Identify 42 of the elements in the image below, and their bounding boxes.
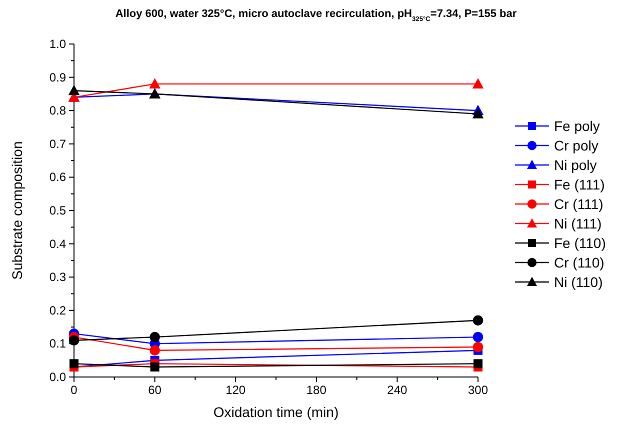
x-tick-label: 60 bbox=[148, 383, 162, 397]
point bbox=[472, 108, 484, 118]
point bbox=[474, 359, 482, 368]
y-tick-label: 0.4 bbox=[49, 236, 66, 251]
y-tick-label: 0.9 bbox=[49, 70, 66, 84]
legend-label: Fe (110) bbox=[554, 235, 606, 251]
x-tick-label: 300 bbox=[468, 383, 488, 397]
point bbox=[68, 335, 80, 346]
x-tick-label: 0 bbox=[70, 383, 78, 397]
point bbox=[150, 345, 160, 356]
point bbox=[70, 359, 78, 368]
x-tick-label: 180 bbox=[306, 383, 327, 397]
y-tick-label: 1.0 bbox=[49, 37, 66, 51]
y-tick-label: 0.8 bbox=[49, 104, 66, 118]
point bbox=[472, 78, 484, 88]
y-axis-title: Substrate composition bbox=[9, 141, 25, 280]
x-tick-label: 240 bbox=[387, 383, 408, 397]
y-tick-label: 0.3 bbox=[49, 270, 66, 284]
legend-label: Ni (110) bbox=[554, 274, 603, 290]
legend-label: Cr poly bbox=[554, 138, 598, 154]
point bbox=[68, 84, 80, 96]
y-tick-label: 0.1 bbox=[49, 336, 66, 351]
y-tick-label: 0.2 bbox=[49, 303, 66, 318]
point bbox=[472, 315, 484, 326]
legend-label: Fe poly bbox=[554, 118, 600, 134]
point bbox=[150, 362, 160, 372]
y-tick-label: 0.0 bbox=[49, 370, 66, 384]
legend-label: Ni poly bbox=[554, 157, 597, 173]
point bbox=[150, 332, 160, 342]
y-tick-label: 0.7 bbox=[49, 136, 66, 151]
point bbox=[472, 332, 484, 342]
chart-title: Alloy 600, water 325°C, micro autoclave recirculation, pH$_{325°C}$=7.34, P=155 bar bbox=[115, 8, 518, 22]
legend-label: Cr (110) bbox=[554, 254, 604, 270]
legend-label: Fe (111) bbox=[554, 176, 605, 192]
y-tick-label: 0.6 bbox=[49, 170, 66, 184]
point bbox=[472, 342, 484, 352]
y-tick-label: 0.5 bbox=[49, 204, 66, 218]
legend-label: Ni (111) bbox=[554, 216, 602, 232]
x-axis-title: Oxidation time (min) bbox=[213, 404, 339, 420]
point bbox=[149, 78, 160, 88]
x-tick-label: 120 bbox=[226, 383, 246, 397]
legend-label: Cr (111) bbox=[554, 196, 604, 212]
